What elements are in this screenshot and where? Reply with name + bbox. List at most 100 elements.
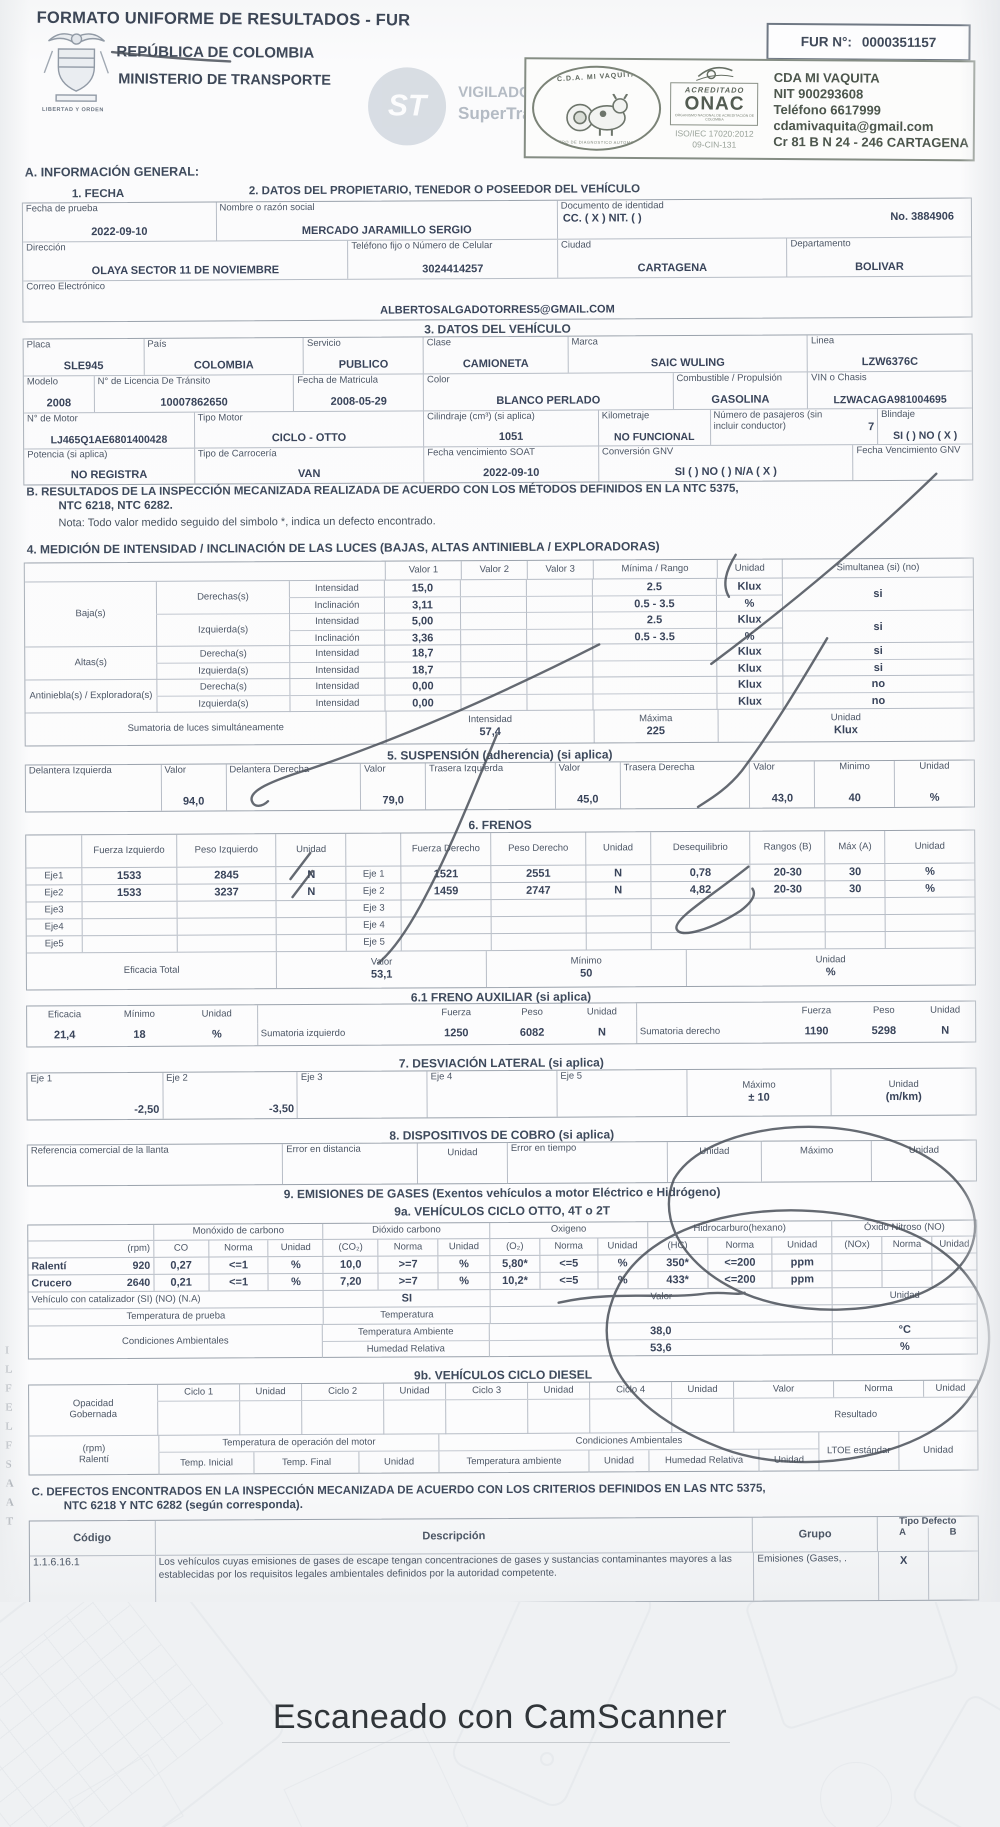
potencia-value: NO REGISTRA [70,469,148,482]
alta-der-intensidad: 18,7 [411,647,434,660]
iso-certification: ISO/IEC 17020:2012 09-CIN-131 [675,129,754,152]
gnv-venc-value [857,478,970,479]
otto-emissions-table: Monóxido de carbono Dióxido carbono Oxig… [27,1219,978,1360]
susp-di-value: 94,0 [182,795,205,809]
baja-der-intensidad: 15,0 [411,582,434,595]
scanned-document-paper: FORMATO UNIFORME DE RESULTADOS - FUR REP… [0,0,1000,1606]
crucero-o2: 10,2* [502,1274,528,1287]
catalizador-label: Vehículo con catalizador (SI) (NO) (N.A) [31,1293,201,1306]
ralenti-co: 0,27 [170,1259,192,1272]
cda-name: CDA MI VAQUITA [773,69,880,86]
sumatoria-value: 57,4 [479,725,501,739]
alta-izq-intensidad: 18,7 [412,664,434,677]
cell-nombre: Nombre o razón social MERCADO JARAMILLO … [215,200,557,241]
defect-code: 1.1.6.16.1 [32,1556,80,1569]
direccion-value: OLAYA SECTOR 11 DE NOVIEMBRE [91,264,280,278]
cda-address: Cr 81 B N 24 - 246 CARTAGENA [773,134,969,151]
cell-fecha-prueba: Fecha de prueba 2022-09-10 [23,202,216,241]
cin-code: 09-CIN-131 [692,139,737,151]
ciudad-value: CARTAGENA [637,262,708,275]
placa-value: SLE945 [63,360,104,373]
tolling-table: Referencia comercial de la llanta Error … [26,1139,978,1187]
brakes-table: Fuerza Izquierdo Peso Izquierdo Unidad F… [25,829,976,991]
aux-eficacia-value: 21,4 [53,1028,76,1042]
section-4-title: 4. MEDICIÓN DE INTENSIDAD / INCLINACIÓN … [26,539,660,557]
carroceria-value: VAN [297,468,321,481]
cda-vaquita-logo-icon: C.D.A. MI VAQUITA CENTRO DE DIAGNOSTICO … [531,65,662,152]
cda-arc-text: C.D.A. MI VAQUITA [556,71,638,84]
catalizador-value: SI [401,1292,413,1305]
gnv-value: SI ( ) NO ( ) N/A ( X ) [674,465,777,479]
documento-numero: No. 3884906 [890,210,954,223]
sumatoria-label: Sumatoria de luces simultáneamente [127,721,284,734]
st-monogram: ST [387,89,427,123]
colombia-coat-of-arms-icon [43,33,109,102]
group-altas: Altas(s) [74,656,107,668]
vigilado-watermark: VIGILADO [458,83,531,102]
owner-table: Fecha de prueba 2022-09-10 Nombre o razó… [21,197,973,323]
cell-ciudad: Ciudad CARTAGENA [556,238,787,278]
crucero-rpm: 2640 [126,1276,151,1289]
label-2-propietario: 2. DATOS DEL PROPIETARIO, TENEDOR O POSE… [248,183,641,198]
coat-motto: LIBERTAD Y ORDEN [42,106,104,114]
blindaje-value: SI ( ) NO ( X ) [893,429,958,442]
group-antiniebla: Antiniebla(s) / Exploradora(s) [29,689,153,702]
susp-dd-value: 79,0 [382,794,404,807]
section-9a-title: 9a. VEHÍCULOS CICLO OTTO, 4T o 2T [394,1203,611,1219]
licencia-value: 10007862650 [160,396,228,410]
diesel-table: Opacidad Gobernada Ciclo 1 Unidad Ciclo … [28,1379,979,1476]
group-bajas: Baja(s) [75,607,106,619]
aux-fuerza-der: 1190 [804,1024,829,1038]
vehicle-table: Placa SLE945 País COLOMBIA Servicio PUBLICO… [22,333,974,486]
section-b-nota: Nota: Todo valor medido seguido del simb… [58,515,436,530]
camscanner-caption: Escaneado con CamScanner [272,1698,728,1736]
section-9-title: 9. EMISIONES DE GASES (Exentos vehículos… [283,1184,721,1202]
cell-departamento: Departamento BOLIVAR [786,237,972,277]
tipo-motor-value: CICLO - OTTO [271,432,347,445]
ralenti-hc: 350* [666,1256,689,1269]
section-b-line2: NTC 6218, NTC 6282. [58,499,173,513]
servicio-value: PUBLICO [338,358,389,372]
suspension-table: Delantera Izquierda Valor 94,0 Delantera … [24,759,976,813]
defect-description: Los vehículos cuyas emisiones de gases d… [158,1553,732,1581]
crucero-hc: 433* [666,1273,689,1286]
aux-peso-izq: 6082 [519,1026,545,1039]
onac-subtitle: ORGANISMO NACIONAL DE ACREDITACIÓN DE CO… [674,113,755,122]
cilindraje-value: 1051 [498,431,524,444]
temp-ambiente-value: 38,0 [650,1324,672,1337]
onac-logo: ACREDITADO ONAC ORGANISMO NACIONAL DE AC… [670,82,759,127]
kilometraje-value: NO FUNCIONAL [613,430,695,444]
cda-contact-info: CDA MI VAQUITA NIT 900293608 Teléfono 66… [765,61,973,159]
sumatoria-maxima: 225 [646,725,666,738]
crucero-co2: 7,20 [340,1275,362,1288]
opacidad-label: Opacidad Gobernada [69,1398,118,1421]
baja-izq-inclinacion: 3,36 [411,632,434,645]
departamento-value: BOLIVAR [855,261,904,274]
rpm-ralenti-label: (rpm) Ralentí [78,1443,110,1466]
doodle-document-icon [283,1725,469,1827]
eficacia-total-value: 53,1 [370,968,393,981]
fur-number-box: FUR N°: 0000351157 [766,22,971,62]
camscanner-underline [282,1742,730,1743]
section-c-line1: C. DEFECTOS ENCONTRADOS EN LA INSPECCIÓN… [31,1482,766,1499]
cda-email: cdamivaquita@gmail.com [773,117,934,135]
aux-brake-table: Eficacia Mínimo Unidad Fuerza Peso Unida… [26,1000,977,1048]
onac-accreditation: ACREDITADO ONAC ORGANISMO NACIONAL DE AC… [663,60,766,158]
marca-value: SAIC WULING [650,357,725,370]
matricula-value: 2008-05-29 [330,395,387,409]
cda-arc-subtext: CENTRO DE DIAGNOSTICO AUTOMOTOR [549,139,645,146]
correo-value: ALBERTOSALGADOTORRES5@GMAIL.COM [380,303,615,317]
lateral-table: Eje 1 -2,50 Eje 2 -3,50 Eje 3 Eje 4 Eje 5 … [26,1067,977,1121]
vin-value: LZWACAGA981004695 [833,393,947,407]
cda-phone: Teléfono 6617999 [773,101,881,118]
cda-nit: NIT 900293608 [773,85,864,102]
supertransporte-logo-icon: ST [367,67,447,146]
documento-tipo: CC. ( X ) NIT. ( ) [562,211,642,225]
republica-title: REPÚBLICA DE COLOMBIA [116,43,315,62]
soat-value: 2022-09-10 [483,467,540,480]
defects-table: Código Descripción Grupo Tipo Defecto A … [28,1515,980,1606]
pasajeros-value: 7 [868,420,875,433]
defect-group: Emisiones (Gases, . [757,1553,847,1565]
onac-name: ONAC [684,93,745,115]
